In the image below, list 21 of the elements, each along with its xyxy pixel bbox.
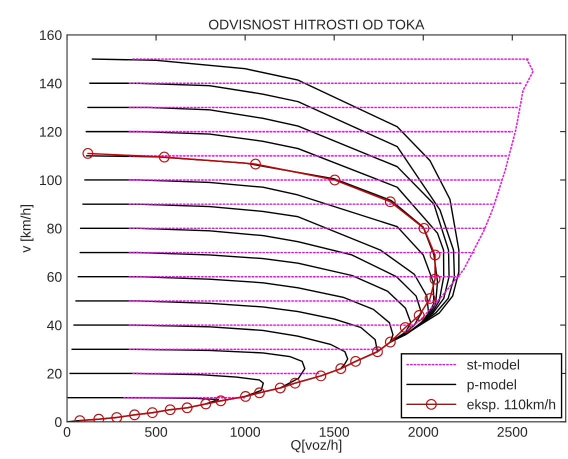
x-axis-title: Q[voz/h]: [291, 440, 342, 453]
y-tick-label: 0: [54, 417, 62, 427]
x-tick-label: 1500: [320, 427, 350, 437]
x-tick-label: 2000: [408, 427, 438, 437]
legend-label: st-model: [467, 359, 520, 370]
x-tick-label: 2500: [498, 427, 528, 437]
y-tick-label: 120: [40, 126, 62, 137]
y-tick-label: 60: [47, 272, 62, 282]
y-tick-label: 40: [47, 320, 62, 330]
x-tick-label: 0: [64, 427, 70, 437]
y-tick-label: 20: [47, 368, 62, 379]
legend-label: p-model: [468, 379, 516, 392]
x-tick-label: 1000: [230, 427, 260, 437]
legend-label: eksp. 110km/h: [467, 399, 556, 412]
y-tick-label: 80: [47, 224, 62, 234]
y-tick-label: 140: [40, 78, 62, 88]
chart-title: ODVISNOST HITROSTI OD TOKA: [208, 20, 424, 30]
x-tick-label: 500: [145, 427, 168, 437]
y-tick-label: 160: [40, 30, 62, 40]
y-tick-label: 100: [40, 175, 62, 186]
y-axis-title: v [km/h]: [20, 205, 34, 253]
